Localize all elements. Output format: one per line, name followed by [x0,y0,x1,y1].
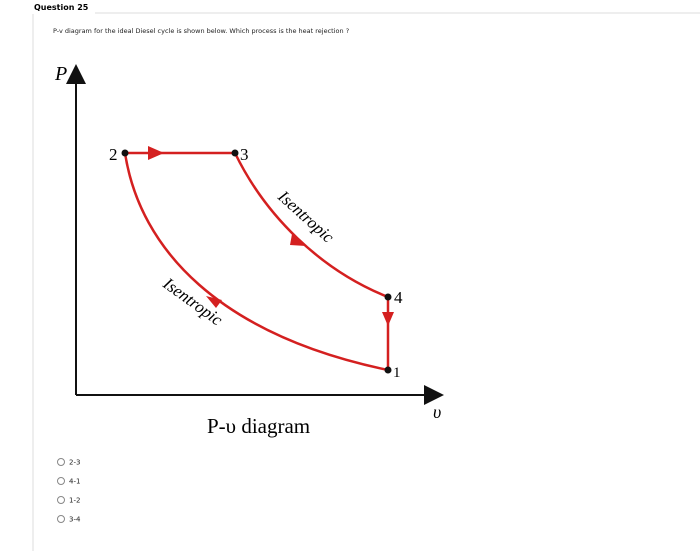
radio-button[interactable] [57,477,65,485]
radio-button[interactable] [57,496,65,504]
point-label: 1 [393,365,401,381]
x-axis-label: υ [433,402,441,422]
state-point [231,149,239,157]
point-label: 3 [240,145,249,164]
arrow [206,296,222,308]
point-label: 2 [109,145,118,164]
arrow [290,234,306,246]
point-label: 4 [394,288,403,307]
option-label[interactable]: 3-4 [69,516,81,524]
process-3-4 [233,152,389,299]
state-point [121,149,129,157]
radio-button[interactable] [57,458,65,466]
pv-diagram: P υ 2 3 4 1 Isentropic Isentropic P-υ di… [54,63,444,438]
option-label[interactable]: 1-2 [69,497,80,505]
radio-button[interactable] [57,515,65,523]
arrow [148,146,164,160]
question-text: P-v diagram for the ideal Diesel cycle i… [53,27,349,35]
process-1-2 [123,152,389,372]
diagram-caption: P-υ diagram [207,414,310,438]
state-point [384,366,392,374]
y-axis-label: P [54,63,67,85]
option-label[interactable]: 2-3 [69,459,80,467]
question-title: Question 25 [34,3,89,12]
process-label: Isentropic [274,186,339,247]
state-point [384,293,392,301]
arrow [382,312,394,326]
option-label[interactable]: 4-1 [69,478,80,486]
